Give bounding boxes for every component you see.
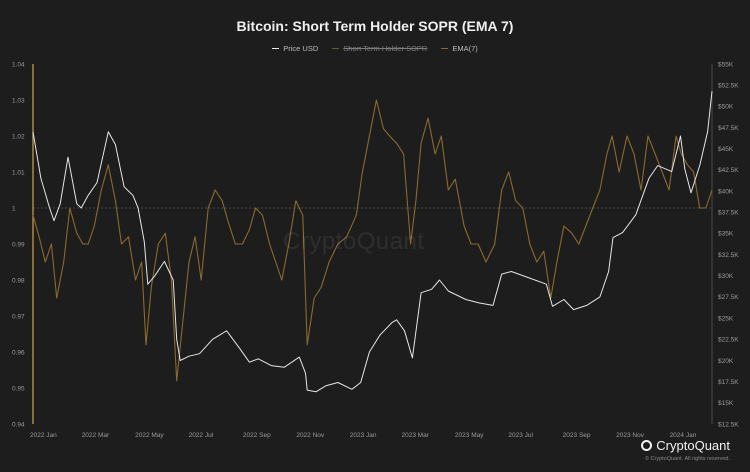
- y-right-tick-label: $22.5K: [718, 337, 739, 344]
- y-right-tick-label: $45K: [718, 146, 734, 153]
- cryptoquant-logo-icon: [641, 440, 653, 451]
- x-tick-label: 2023 Jan: [350, 432, 377, 439]
- series-line-ema7: [32, 99, 713, 382]
- chart-title: Bitcoin: Short Term Holder SOPR (EMA 7): [236, 18, 514, 34]
- legend: Price USD Short Term Holder SOPR EMA(7): [0, 44, 750, 53]
- y-right-tick-label: $47.5K: [718, 125, 739, 132]
- legend-item-price[interactable]: Price USD: [272, 44, 318, 53]
- y-right-tick-label: $30K: [718, 273, 734, 280]
- y-left-tick-label: 1.01: [12, 169, 25, 176]
- y-right-tick-label: $52.5K: [718, 82, 739, 89]
- y-right-tick-label: $50K: [718, 104, 734, 111]
- x-tick-label: 2023 Mar: [401, 432, 429, 439]
- legend-label-ema: EMA(7): [452, 44, 478, 53]
- series-line-price-usd: [32, 91, 713, 393]
- legend-item-ema[interactable]: EMA(7): [441, 44, 478, 53]
- x-tick-label: 2022 Mar: [82, 432, 110, 439]
- y-right-tick-label: $12.5K: [718, 421, 739, 428]
- x-tick-label: 2022 Nov: [296, 432, 325, 439]
- legend-swatch-sopr: [332, 47, 340, 50]
- x-tick-label: 2023 Sep: [563, 432, 591, 439]
- y-left-tick-label: 0.99: [12, 241, 25, 248]
- legend-swatch-price: [272, 47, 280, 50]
- y-right-tick-label: $15K: [718, 400, 734, 407]
- y-right-tick-label: $25K: [718, 315, 734, 322]
- watermark: CryptoQuant: [283, 228, 425, 255]
- x-tick-label: 2023 Jul: [508, 432, 533, 439]
- y-right-tick-label: $40K: [718, 188, 734, 195]
- y-right-tick-label: $27.5K: [718, 294, 739, 301]
- y-right-tick-label: $55K: [718, 61, 734, 68]
- x-tick-label: 2022 Jan: [30, 432, 57, 439]
- copyright-text: © CryptoQuant. All rights reserved.: [644, 456, 730, 462]
- y-right-tick-label: $37.5K: [718, 210, 739, 217]
- x-tick-label: 2022 Jul: [189, 432, 214, 439]
- x-tick-label: 2023 May: [455, 432, 484, 439]
- x-tick-label: 2023 Nov: [616, 432, 645, 439]
- y-left-tick-label: 1: [12, 205, 16, 212]
- brand-logo-block: CryptoQuant: [641, 438, 730, 453]
- legend-label-sopr: Short Term Holder SOPR: [343, 44, 428, 53]
- y-right-tick-label: $17.5K: [718, 379, 739, 386]
- y-right-tick-label: $42.5K: [718, 167, 739, 174]
- x-tick-label: 2022 Sep: [243, 432, 271, 439]
- x-tick-label: 2024 Jan: [670, 432, 697, 439]
- y-right-tick-label: $32.5K: [718, 252, 739, 259]
- legend-swatch-ema: [441, 47, 449, 50]
- y-right-tick-label: $35K: [718, 231, 734, 238]
- legend-label-price: Price USD: [283, 44, 319, 53]
- y-left-tick-label: 0.96: [12, 349, 25, 356]
- y-left-tick-label: 0.94: [12, 421, 25, 428]
- y-left-tick-label: 1.03: [12, 97, 25, 104]
- y-left-tick-label: 1.04: [12, 61, 25, 68]
- y-left-tick-label: 0.95: [12, 385, 25, 392]
- x-tick-label: 2022 May: [135, 432, 164, 439]
- y-left-tick-label: 1.02: [12, 133, 25, 140]
- legend-item-sopr[interactable]: Short Term Holder SOPR: [332, 44, 427, 53]
- y-left-tick-label: 0.97: [12, 313, 25, 320]
- y-left-tick-label: 0.98: [12, 277, 25, 284]
- y-right-tick-label: $20K: [718, 358, 734, 365]
- brand-name: CryptoQuant: [656, 438, 730, 453]
